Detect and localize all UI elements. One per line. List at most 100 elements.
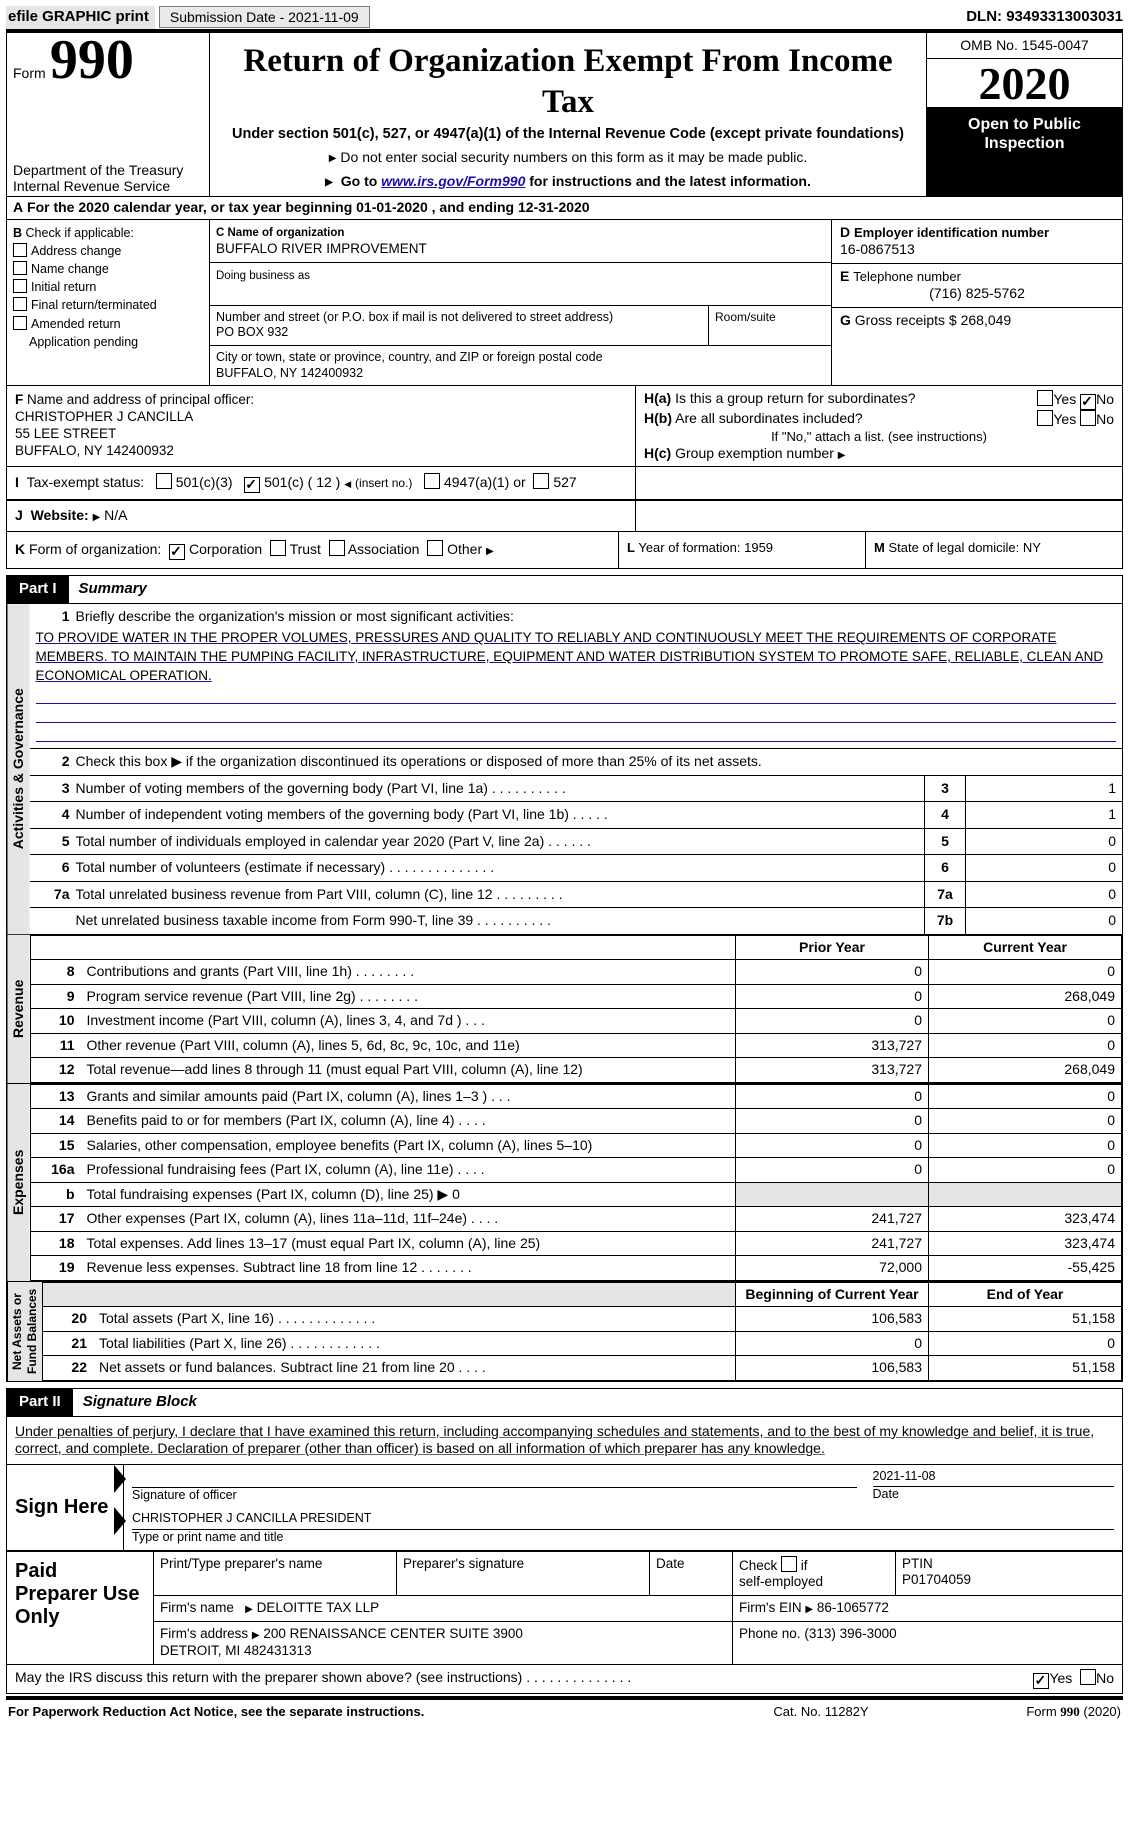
row-8-cy: 0 xyxy=(929,960,1122,985)
domicile-label: State of legal domicile: xyxy=(888,540,1019,555)
sig-arrow-icon xyxy=(114,1465,126,1493)
opt-corp: Corporation xyxy=(189,541,262,557)
sig-name-label: Type or print name and title xyxy=(132,1530,283,1544)
line-7a-num: 7a xyxy=(924,882,965,908)
row-9-cy: 268,049 xyxy=(929,984,1122,1009)
row-11-cy: 0 xyxy=(929,1033,1122,1058)
officer-label: Name and address of principal officer: xyxy=(27,392,254,407)
form-number: 990 xyxy=(50,29,134,91)
ha-no[interactable] xyxy=(1080,394,1096,410)
form990-link[interactable]: www.irs.gov/Form990 xyxy=(381,173,525,189)
row-8-py: 0 xyxy=(736,960,929,985)
submission-date-button[interactable]: Submission Date - 2021-11-09 xyxy=(159,6,370,28)
row-22-cy: 51,158 xyxy=(929,1356,1122,1381)
row-16a-cy: 0 xyxy=(929,1158,1122,1183)
ha-yes[interactable] xyxy=(1037,390,1053,406)
chk-self-employed[interactable] xyxy=(781,1556,797,1572)
year-formed-label: Year of formation: xyxy=(638,540,740,555)
form-org-label: Form of organization: xyxy=(29,541,161,557)
row-22-py: 106,583 xyxy=(736,1356,929,1381)
sig-name-value: CHRISTOPHER J CANCILLA PRESIDENT xyxy=(132,1511,371,1525)
ppu-c3: Date xyxy=(650,1551,733,1596)
tax-year: 2020 xyxy=(927,59,1122,108)
discuss-no[interactable] xyxy=(1080,1669,1096,1685)
line-6-num: 6 xyxy=(924,855,965,881)
section-deg: D Employer identification number 16-0867… xyxy=(831,220,1122,385)
ein-label: Employer identification number xyxy=(854,225,1049,240)
chk-corp[interactable] xyxy=(169,544,185,560)
checkbox-name-change[interactable] xyxy=(13,261,27,275)
discuss-yes[interactable] xyxy=(1033,1673,1049,1689)
ppu-c1: Print/Type preparer's name xyxy=(154,1551,397,1596)
opt-other: Other xyxy=(447,541,482,557)
row-12-cy: 268,049 xyxy=(929,1058,1122,1083)
ein-value: 16-0867513 xyxy=(840,241,915,257)
chk-501c[interactable] xyxy=(244,477,260,493)
paperwork-notice: For Paperwork Reduction Act Notice, see … xyxy=(8,1704,721,1720)
hb-yes[interactable] xyxy=(1037,410,1053,426)
opt-trust: Trust xyxy=(290,541,321,557)
top-bar: efile GRAPHIC print Submission Date - 20… xyxy=(6,6,1123,33)
part2-title: Signature Block xyxy=(73,1389,1122,1416)
city-label: City or town, state or province, country… xyxy=(216,350,603,364)
checkbox-final-return[interactable] xyxy=(13,297,27,311)
row-17-cy: 323,474 xyxy=(929,1207,1122,1232)
opt-assoc: Association xyxy=(348,541,420,557)
line-7b-num: 7b xyxy=(924,908,965,934)
checkbox-address-change[interactable] xyxy=(13,243,27,257)
sig-date-value: 2021-11-08 xyxy=(873,1469,936,1483)
checkbox-amended[interactable] xyxy=(13,316,27,330)
ptin-value: P01704059 xyxy=(902,1572,971,1587)
chk-other[interactable] xyxy=(427,540,443,556)
part1-num: Part I xyxy=(7,576,69,603)
line-7a-text: Total unrelated business revenue from Pa… xyxy=(76,882,925,908)
section-l: L Year of formation: 1959 xyxy=(619,532,866,568)
goto-prefix: Go to xyxy=(341,173,381,189)
line-5-val: 0 xyxy=(965,829,1122,855)
firm-addr-label: Firm's address xyxy=(160,1626,248,1641)
row-14-cy: 0 xyxy=(929,1109,1122,1134)
line-6-val: 0 xyxy=(965,855,1122,881)
part2-header: Part II Signature Block xyxy=(6,1388,1123,1417)
ptin-label: PTIN xyxy=(902,1556,933,1571)
line-4-num: 4 xyxy=(924,802,965,828)
row-20-py: 106,583 xyxy=(736,1307,929,1332)
chk-501c3[interactable] xyxy=(156,473,172,489)
hb-no[interactable] xyxy=(1080,410,1096,426)
sig-officer-label: Signature of officer xyxy=(132,1488,237,1502)
year-formed: 1959 xyxy=(744,540,773,555)
chk-4947[interactable] xyxy=(424,473,440,489)
row-21-py: 0 xyxy=(736,1331,929,1356)
firm-phone: (313) 396-3000 xyxy=(804,1626,896,1641)
dba-label: Doing business as xyxy=(216,270,310,282)
col-prior-year: Prior Year xyxy=(736,935,929,960)
chk-assoc[interactable] xyxy=(329,540,345,556)
efile-label: efile GRAPHIC print xyxy=(6,6,155,29)
privacy-note: Do not enter social security numbers on … xyxy=(214,149,922,167)
row-14-py: 0 xyxy=(736,1109,929,1134)
discuss-row: May the IRS discuss this return with the… xyxy=(6,1665,1123,1694)
row-21-cy: 0 xyxy=(929,1331,1122,1356)
opt-pending: Application pending xyxy=(29,335,138,349)
section-j: J Website: ▶ N/A xyxy=(7,501,636,531)
opt-4947: 4947(a)(1) or xyxy=(444,474,526,490)
ppu-c2: Preparer's signature xyxy=(397,1551,650,1596)
row-11-py: 313,727 xyxy=(736,1033,929,1058)
open-to-public: Open to Public Inspection xyxy=(927,108,1122,196)
opt-final: Final return/terminated xyxy=(31,298,157,312)
opt-501c: 501(c) ( 12 ) xyxy=(264,474,340,490)
row-19-py: 72,000 xyxy=(736,1256,929,1281)
line-5-num: 5 xyxy=(924,829,965,855)
dln-label: DLN: 93493313003031 xyxy=(966,8,1123,27)
chk-trust[interactable] xyxy=(270,540,286,556)
line-a: A For the 2020 calendar year, or tax yea… xyxy=(6,197,1123,220)
q2-label: Check this box ▶ if the organization dis… xyxy=(76,749,1123,775)
part1-title: Summary xyxy=(69,576,1122,603)
form-title: Return of Organization Exempt From Incom… xyxy=(214,41,922,124)
chk-527[interactable] xyxy=(533,473,549,489)
room-label: Room/suite xyxy=(709,306,831,345)
hb-label: Are all subordinates included? xyxy=(675,410,863,426)
row-13-cy: 0 xyxy=(929,1084,1122,1109)
checkbox-initial-return[interactable] xyxy=(13,279,27,293)
line-7b-val: 0 xyxy=(965,908,1122,934)
